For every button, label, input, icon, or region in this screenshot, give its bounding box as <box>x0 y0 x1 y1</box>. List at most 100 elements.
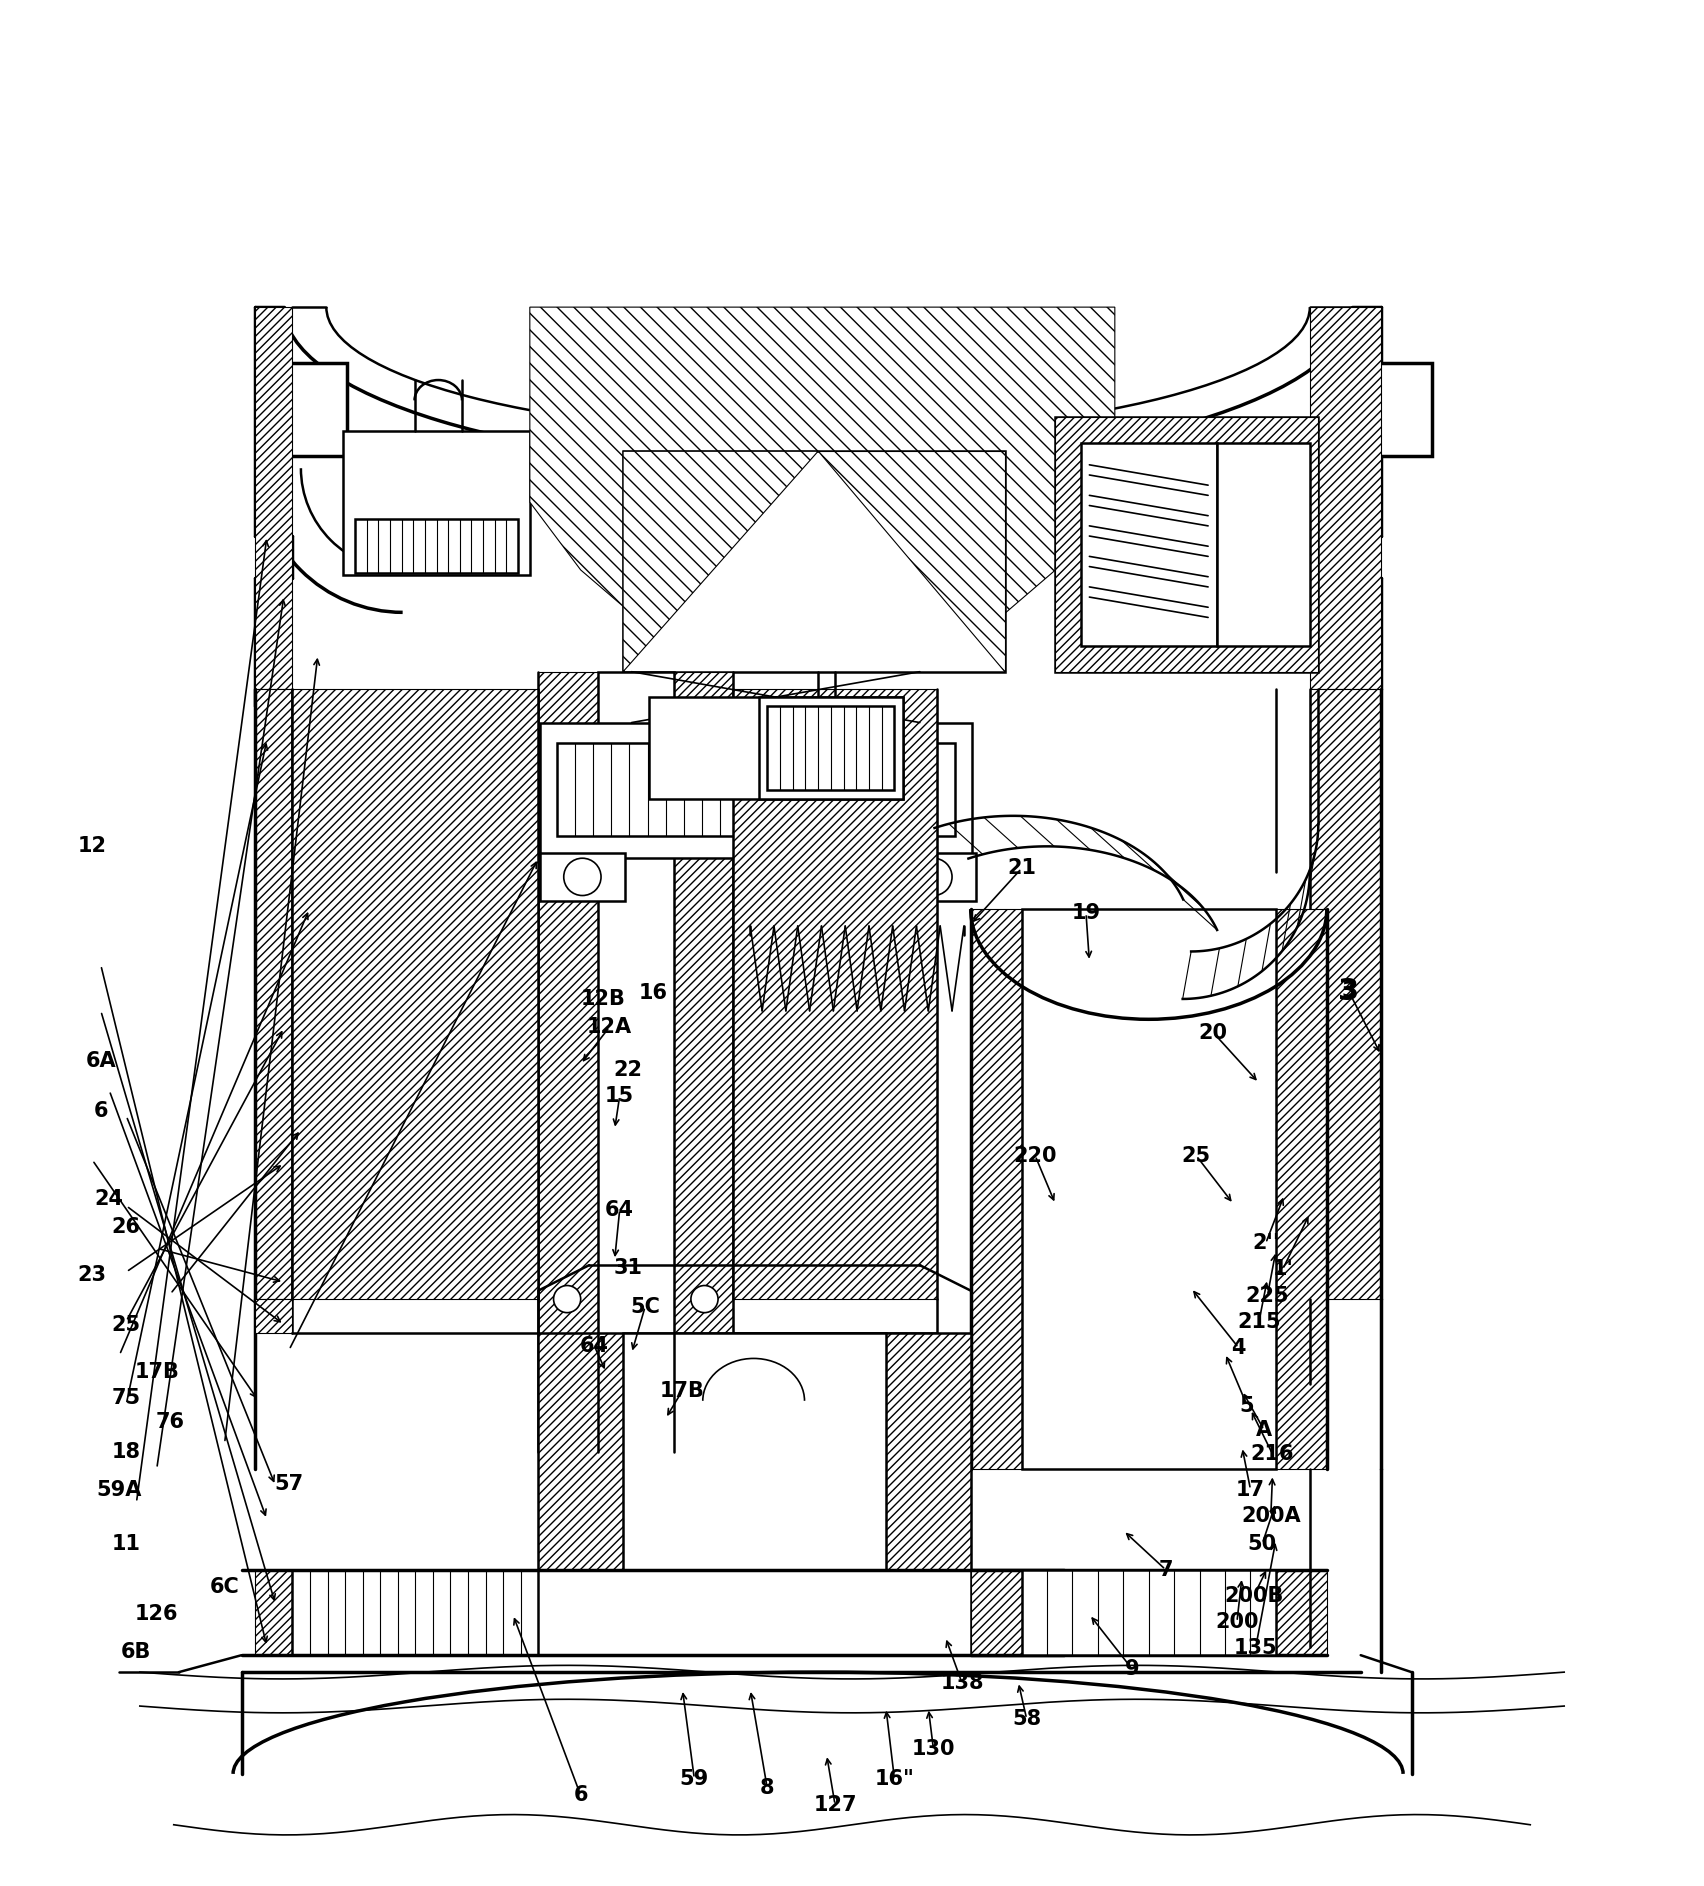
Text: 17B: 17B <box>135 1362 179 1382</box>
Bar <box>354 519 518 573</box>
Text: 135: 135 <box>1234 1639 1278 1658</box>
Bar <box>262 364 346 456</box>
Polygon shape <box>733 688 937 1299</box>
Bar <box>624 451 1005 671</box>
Polygon shape <box>624 451 818 671</box>
Text: 25: 25 <box>112 1315 141 1335</box>
Text: 130: 130 <box>912 1739 956 1760</box>
Text: 8: 8 <box>760 1778 774 1797</box>
Polygon shape <box>538 1333 624 1571</box>
Polygon shape <box>1310 307 1380 688</box>
Polygon shape <box>1276 909 1327 1469</box>
Text: 126: 126 <box>135 1605 179 1624</box>
Bar <box>293 1571 538 1656</box>
Bar <box>624 1333 886 1571</box>
Text: 57: 57 <box>274 1475 303 1494</box>
Polygon shape <box>1055 417 1319 671</box>
Text: 12: 12 <box>78 835 107 856</box>
Text: 17B: 17B <box>659 1381 705 1401</box>
Bar <box>1348 364 1431 456</box>
Polygon shape <box>818 451 1005 671</box>
Text: 6A: 6A <box>85 1051 116 1071</box>
Polygon shape <box>256 688 293 1299</box>
Text: 75: 75 <box>112 1388 141 1409</box>
Text: 12A: 12A <box>586 1017 632 1037</box>
Polygon shape <box>971 909 1022 1469</box>
Text: 50: 50 <box>1247 1533 1276 1554</box>
Bar <box>767 705 895 790</box>
Text: 31: 31 <box>613 1258 642 1277</box>
Polygon shape <box>256 307 293 688</box>
Text: 16": 16" <box>874 1769 915 1788</box>
Text: 5C: 5C <box>630 1298 659 1316</box>
Bar <box>540 852 625 902</box>
Text: 59A: 59A <box>97 1479 141 1499</box>
Text: 12B: 12B <box>581 988 625 1009</box>
Polygon shape <box>675 671 733 1452</box>
Text: 215: 215 <box>1237 1311 1281 1332</box>
Text: 225: 225 <box>1246 1286 1290 1305</box>
Text: 2'': 2'' <box>1252 1233 1280 1254</box>
Bar <box>343 430 530 575</box>
Bar <box>557 743 956 835</box>
Text: 15: 15 <box>605 1086 634 1105</box>
Text: 200A: 200A <box>1241 1505 1300 1526</box>
Text: 58: 58 <box>1012 1709 1041 1729</box>
Polygon shape <box>971 1571 1046 1656</box>
Polygon shape <box>256 1299 293 1333</box>
Text: 200B: 200B <box>1223 1586 1283 1605</box>
Bar <box>1055 417 1319 671</box>
Bar <box>1217 443 1310 647</box>
Circle shape <box>564 858 602 896</box>
Circle shape <box>554 1286 581 1313</box>
Polygon shape <box>1276 1571 1327 1656</box>
Text: A: A <box>1256 1420 1273 1439</box>
Bar <box>649 698 903 800</box>
Text: 20: 20 <box>1198 1022 1227 1043</box>
Text: 6B: 6B <box>121 1643 152 1662</box>
Text: 6: 6 <box>94 1101 107 1120</box>
Polygon shape <box>971 1571 1022 1656</box>
Text: 200: 200 <box>1215 1613 1259 1631</box>
Text: 64: 64 <box>579 1335 608 1356</box>
Text: 59: 59 <box>680 1769 709 1788</box>
Bar <box>758 698 903 800</box>
Text: 7: 7 <box>1159 1560 1172 1580</box>
Text: 18: 18 <box>112 1443 141 1462</box>
Text: 25: 25 <box>1181 1145 1212 1166</box>
Text: 216: 216 <box>1251 1445 1295 1464</box>
Polygon shape <box>538 671 598 1452</box>
Text: 9: 9 <box>1125 1658 1138 1679</box>
Text: 3: 3 <box>1341 981 1356 1001</box>
Polygon shape <box>256 1571 293 1656</box>
Bar <box>891 852 976 902</box>
Bar <box>971 1571 1046 1656</box>
Text: 26: 26 <box>112 1216 141 1237</box>
Circle shape <box>915 858 953 896</box>
Text: 6: 6 <box>574 1786 588 1805</box>
Text: 138: 138 <box>941 1673 983 1694</box>
Text: 19: 19 <box>1072 903 1101 922</box>
Text: 24: 24 <box>95 1188 124 1209</box>
Polygon shape <box>293 688 538 1299</box>
Text: 3: 3 <box>1338 977 1360 1005</box>
Polygon shape <box>1310 688 1380 1299</box>
Polygon shape <box>886 1333 971 1571</box>
Text: 16: 16 <box>639 983 668 1003</box>
Circle shape <box>690 1286 717 1313</box>
Text: 21: 21 <box>1007 858 1036 879</box>
Text: 220: 220 <box>1014 1145 1056 1166</box>
Text: 4: 4 <box>1232 1337 1246 1358</box>
Text: 5: 5 <box>1241 1396 1254 1416</box>
Text: 1': 1' <box>1273 1260 1293 1279</box>
Bar <box>1022 1571 1276 1656</box>
Bar <box>1080 443 1217 647</box>
Bar <box>598 671 675 1452</box>
Text: 6C: 6C <box>210 1577 240 1597</box>
Bar <box>1022 909 1276 1469</box>
Text: 64: 64 <box>605 1199 634 1220</box>
Text: 22: 22 <box>613 1060 642 1081</box>
Text: 127: 127 <box>813 1795 857 1814</box>
Text: 17: 17 <box>1235 1479 1264 1499</box>
Text: 76: 76 <box>155 1413 184 1431</box>
